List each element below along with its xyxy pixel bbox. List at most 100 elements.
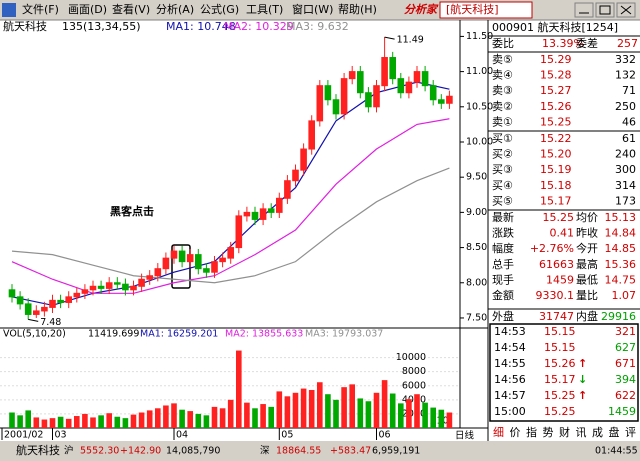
candle-body [300,148,307,171]
volume-bar [74,416,80,428]
candle-body [24,303,32,315]
y-tick-label: 10000 [396,352,426,363]
x-tick-label: 03 [55,430,67,441]
candle-body [421,71,429,87]
volume-bar [41,419,48,428]
candle-body [195,254,202,270]
stat-label: 幅度 [492,241,514,255]
panel-tab[interactable]: 成 [592,426,603,439]
y-tick-label: 10.50 [466,101,493,112]
volume-bar [252,408,258,428]
y-tick-label: 9.50 [466,172,487,183]
book-volume: 71 [622,84,636,97]
candle-body [292,169,299,182]
stat-value: 15.25 [543,211,575,224]
stat-label: 最低 [576,273,598,286]
volume-bar [446,412,453,428]
stat-label: 最新 [492,210,514,224]
menu-item[interactable]: 帮助(H) [338,2,377,16]
panel-tab[interactable]: 盘 [609,425,620,439]
volume-bar [25,410,31,428]
volume-bar [138,412,145,428]
tick-time: 14:55 [494,357,526,370]
candle-body [219,257,226,263]
stat-label: 现手 [492,272,514,286]
stat-label: 今开 [576,241,598,255]
logo-box [439,1,533,19]
stat-value: 1.07 [612,289,637,302]
volume-bar [292,392,299,428]
menu-item[interactable]: 分析(A) [156,2,194,16]
candle-body [81,289,89,294]
candle-body [284,180,291,199]
menu-item[interactable]: 工具(T) [246,3,283,16]
book-label: 卖③ [492,84,513,97]
tick-box [489,323,639,422]
stat-label: 均价 [576,211,598,224]
candle-body [235,215,243,249]
maximize-button[interactable] [595,2,615,18]
book-volume: 132 [615,69,636,82]
panel-tab[interactable]: 指 [526,425,537,439]
volume-bar [146,410,153,428]
panel-tab[interactable]: 势 [543,426,554,439]
volume-bar [236,350,242,428]
stat-value: 1459 [546,273,574,286]
volume-bar [438,409,445,428]
minimize-button[interactable] [574,2,594,18]
candle-body [340,78,348,115]
stat-value: 31747 [539,310,574,323]
candle-body [211,261,218,273]
ma-line [11,81,450,306]
book-price: 15.19 [540,163,572,176]
volume-bar [195,413,202,428]
index-field: 深 [260,446,270,457]
candle-body [146,275,153,280]
stat-value: 14.75 [605,273,637,286]
book-volume: 332 [615,53,636,66]
stat-label: 内盘 [576,309,598,323]
candle-body [57,299,64,303]
volume-bar [57,416,64,428]
stat-value: 29916 [601,310,636,323]
volume-bar [317,382,323,428]
stat-value: 14.84 [605,227,637,240]
stat-value: 9330.1 [536,289,575,302]
volume-bar [308,389,315,428]
menu-item[interactable]: 窗口(W) [292,2,333,16]
ma-line [11,167,450,284]
candle-body [389,57,396,80]
tick-price: 15.26 [544,357,576,370]
panel-tab[interactable]: 讯 [576,426,587,439]
logo: 分析家 [404,3,439,16]
volume-bar [341,387,347,428]
menu-item[interactable]: 文件(F) [22,2,59,16]
book-label: 卖① [492,115,513,128]
volume-bar [122,418,129,428]
volume-bar [381,380,388,428]
volume-bar [227,399,234,428]
volume-bar [130,414,137,428]
stat-value: 61663 [539,258,574,271]
annotation: 黑客点击 [110,204,154,218]
legend-entry: MA3: 9.632 [286,20,349,33]
menu-item[interactable]: 公式(G) [200,3,239,16]
stat-label: 涨跌 [492,226,514,240]
panel-tab[interactable]: 价 [510,426,521,439]
candle-body [259,208,267,220]
book-volume: 240 [615,148,636,161]
candle-body [203,268,210,273]
panel-tab[interactable]: 评 [625,426,636,439]
tick-time: 15:00 [494,405,526,418]
book-price: 15.26 [540,100,572,113]
candle-body [170,250,178,259]
volume-bar [187,411,193,428]
menu-item[interactable]: 查看(V) [112,2,150,16]
menu-item[interactable]: 画面(D) [68,3,107,16]
book-price: 15.22 [540,132,572,145]
panel-tab[interactable]: 细 [493,426,504,439]
candle-body [8,289,16,298]
panel-tab[interactable]: 财 [559,425,570,439]
stat-value: 0.41 [550,227,575,240]
quote-cell: 委差 [576,36,598,50]
